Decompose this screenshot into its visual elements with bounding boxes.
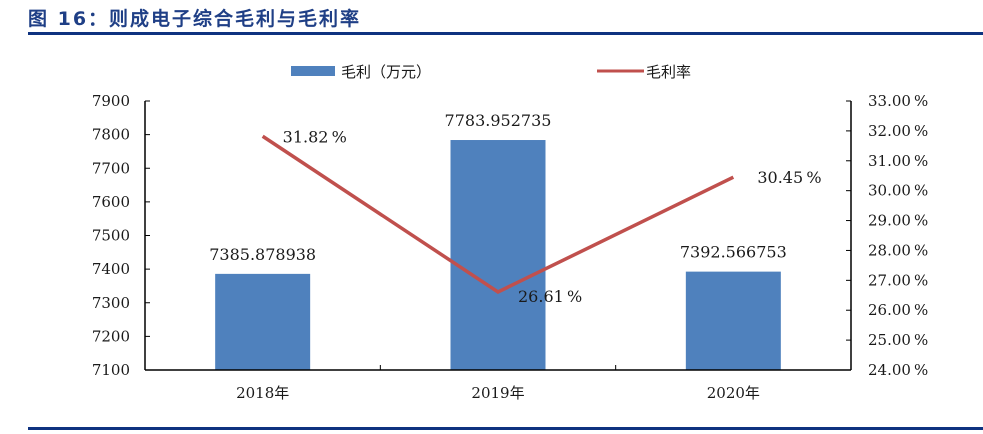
left-tick-label: 7500 (92, 227, 130, 245)
bar-2020年 (685, 271, 781, 370)
line-value-label: 30.45 % (757, 168, 821, 187)
legend-line-label: 毛利率 (646, 63, 691, 81)
x-tick-label: 2019年 (471, 384, 524, 402)
left-tick-label: 7200 (92, 327, 130, 345)
left-tick-label: 7300 (92, 294, 130, 312)
x-tick-label: 2018年 (236, 384, 289, 402)
left-tick-label: 7600 (92, 193, 130, 211)
bar-2019年 (450, 140, 546, 370)
left-tick-label: 7900 (92, 92, 130, 110)
right-tick-label: 30.00 % (868, 182, 928, 200)
right-tick-label: 26.00 % (868, 301, 928, 319)
x-tick-label: 2020年 (707, 384, 760, 402)
left-tick-label: 7700 (92, 159, 130, 177)
right-tick-label: 25.00 % (868, 331, 928, 349)
right-tick-label: 32.00 % (868, 122, 928, 140)
right-tick-label: 33.00 % (868, 92, 928, 110)
right-tick-label: 28.00 % (868, 241, 928, 259)
gross-margin-line (261, 134, 735, 295)
title-rule (28, 32, 983, 35)
bar-value-label: 7385.878938 (209, 245, 316, 264)
right-tick-label: 24.00 % (868, 361, 928, 379)
figure-title: 图 16：则成电子综合毛利与毛利率 (28, 8, 362, 30)
bar-2018年 (215, 273, 311, 370)
legend-bar-label: 毛利（万元） (341, 63, 431, 81)
left-tick-label: 7800 (92, 126, 130, 144)
line-value-label: 31.82 % (283, 127, 347, 146)
legend-bar-swatch (291, 66, 335, 76)
right-tick-label: 29.00 % (868, 212, 928, 230)
bar-value-label: 7392.566753 (680, 243, 787, 262)
left-tick-label: 7400 (92, 260, 130, 278)
right-tick-label: 27.00 % (868, 271, 928, 289)
right-tick-label: 31.00 % (868, 152, 928, 170)
footer-rule (28, 427, 983, 430)
line-value-label: 26.61 % (518, 287, 582, 306)
bar-value-label: 7783.952735 (445, 111, 552, 130)
left-tick-label: 7100 (92, 361, 130, 379)
